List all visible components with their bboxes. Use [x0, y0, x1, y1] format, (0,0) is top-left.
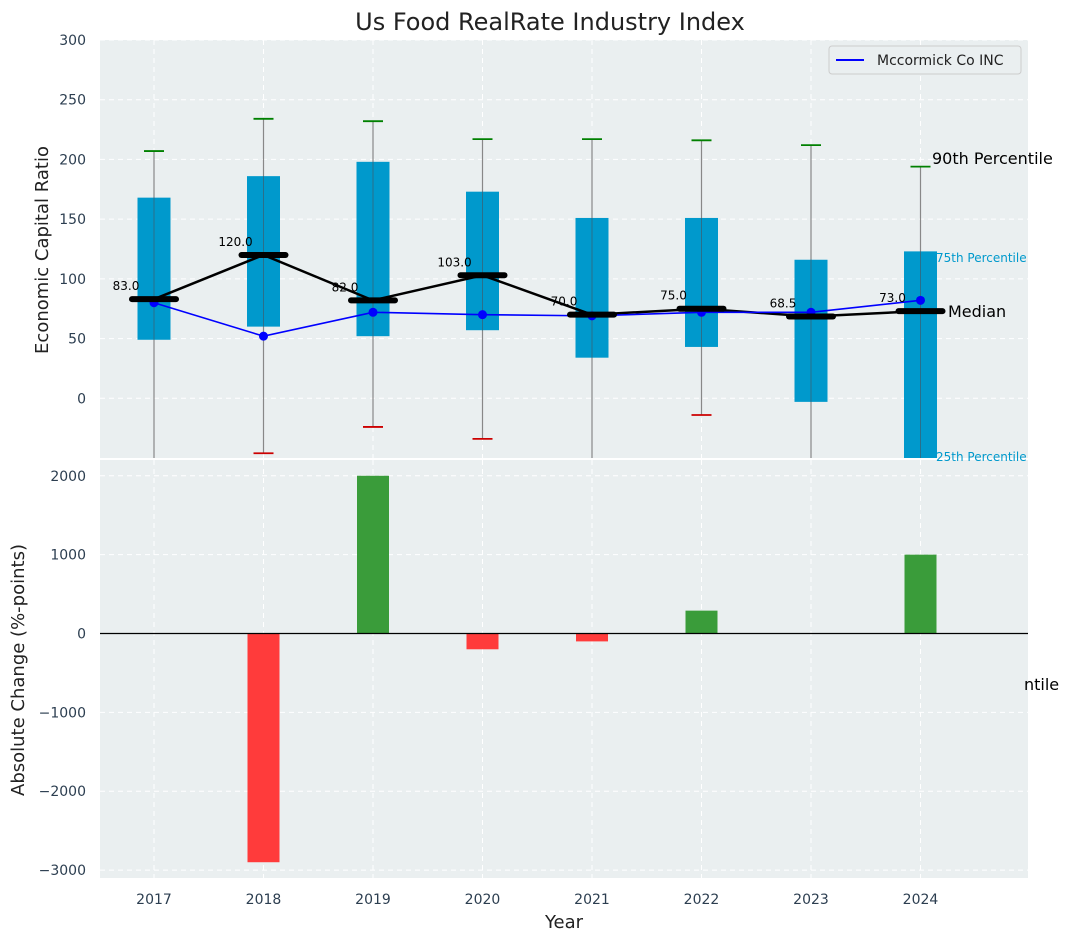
x-tick-label: 2019 — [355, 892, 391, 908]
bottom-y-axis-label: Absolute Change (%-points) — [8, 544, 29, 796]
company-line — [153, 299, 921, 338]
x-tick-labels: 2017 2018 2019 2020 2021 2022 2023 2024 — [136, 892, 938, 908]
median-value-label: 73.0 — [879, 291, 906, 305]
bottom-y-tick-label: −2000 — [39, 784, 86, 800]
change-bar — [466, 633, 499, 650]
top-y-tick-label: 100 — [59, 272, 86, 288]
median-value-label: 75.0 — [660, 289, 687, 303]
median-value-label: 103.0 — [437, 255, 471, 269]
x-tick-label: 2020 — [465, 892, 501, 908]
top-y-tick-labels: 0 50 100 150 200 250 300 — [59, 33, 86, 407]
bottom-y-tick-label: 2000 — [50, 469, 86, 485]
top-y-tick-label: 0 — [77, 391, 86, 407]
top-plot-background — [100, 40, 1028, 458]
x-tick-label: 2018 — [246, 892, 282, 908]
company-point — [478, 310, 487, 320]
median-value-label: 70.0 — [551, 295, 578, 309]
change-bar — [685, 610, 718, 634]
x-tick-label: 2021 — [574, 892, 610, 908]
top-y-tick-label: 50 — [68, 332, 86, 348]
legend: Mccormick Co INC — [828, 45, 1022, 75]
legend-box — [828, 45, 1022, 75]
chart-title: Us Food RealRate Industry Index — [355, 8, 745, 36]
median-value-label: 120.0 — [218, 235, 252, 249]
bottom-y-tick-labels: −3000 −2000 −1000 0 1000 2000 — [39, 469, 86, 879]
company-point — [368, 307, 378, 317]
change-bar — [357, 475, 389, 634]
top-y-tick-label: 200 — [59, 152, 86, 168]
x-tick-label: 2022 — [684, 892, 720, 908]
bottom-y-tick-label: 0 — [77, 627, 86, 643]
p90-annotation: 90th Percentile — [932, 149, 1053, 168]
p75-annotation: 75th Percentile — [936, 251, 1027, 265]
p25-annotation: 25th Percentile — [936, 450, 1027, 464]
x-tick-label: 2017 — [136, 892, 172, 908]
legend-label: Mccormick Co INC — [877, 53, 1004, 69]
median-value-label: 68.5 — [770, 296, 797, 310]
stray-annotation-fragment: ntile — [1024, 675, 1059, 694]
median-value-label: 83.0 — [113, 279, 140, 293]
top-y-axis-label: Economic Capital Ratio — [32, 146, 53, 354]
change-bar — [904, 554, 937, 634]
change-bar — [247, 633, 280, 863]
bottom-y-tick-label: −3000 — [39, 863, 86, 879]
x-tick-label: 2023 — [793, 892, 829, 908]
x-tick-label: 2024 — [903, 892, 939, 908]
top-y-tick-label: 300 — [59, 33, 86, 49]
bottom-marks — [100, 475, 1028, 863]
top-y-tick-label: 250 — [59, 93, 86, 109]
median-annotation: Median — [948, 302, 1006, 321]
bottom-plot-background — [100, 460, 1028, 878]
bottom-y-tick-label: −1000 — [39, 705, 86, 721]
bottom-y-tick-label: 1000 — [50, 548, 86, 564]
median-value-label: 82.0 — [332, 280, 359, 294]
top-marks: 83.0 120.0 82.0 103.0 70.0 75.0 68.5 73.0 — [113, 117, 946, 458]
company-point — [916, 295, 925, 305]
company-point — [259, 331, 268, 341]
x-axis-label: Year — [544, 912, 584, 933]
change-bar — [576, 633, 608, 642]
top-y-tick-label: 150 — [59, 212, 86, 228]
